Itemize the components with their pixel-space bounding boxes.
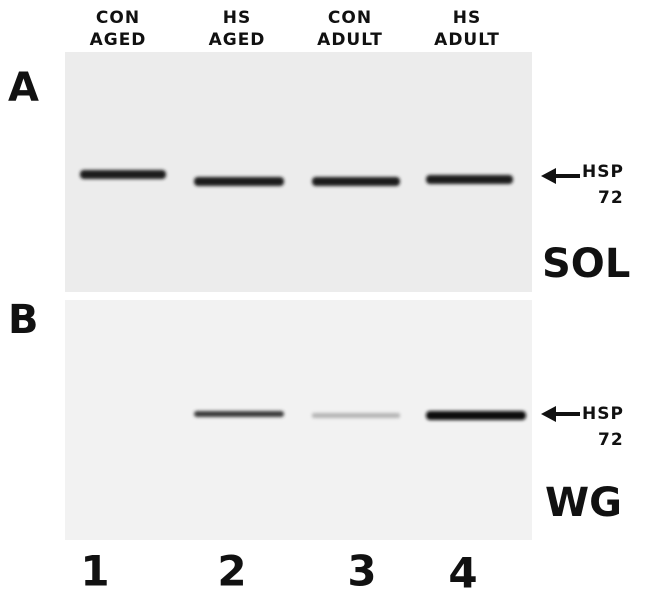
marker-name: HSP — [582, 162, 624, 182]
marker-name: HSP — [582, 404, 624, 424]
panel-label: B — [8, 297, 39, 343]
lane-header: CON — [96, 8, 140, 28]
band — [194, 177, 284, 186]
lane-header: HS — [223, 8, 251, 28]
figure: CON AGED HS AGED CON ADULT HS ADULT A HS… — [0, 0, 645, 596]
lane-header: AGED — [90, 30, 147, 50]
band — [194, 411, 284, 417]
marker-size: 72 — [598, 430, 624, 450]
band — [426, 411, 526, 420]
band — [312, 177, 400, 186]
lane-header: ADULT — [434, 30, 500, 50]
tissue-label: WG — [545, 480, 622, 526]
tissue-label: SOL — [542, 241, 630, 287]
band — [80, 170, 166, 179]
panel-label: A — [8, 65, 39, 111]
lane-number: 1 — [80, 547, 109, 596]
band — [426, 175, 513, 184]
lane-number: 3 — [347, 547, 376, 596]
lane-number: 2 — [217, 547, 246, 596]
marker-size: 72 — [598, 188, 624, 208]
lane-header: AGED — [209, 30, 266, 50]
band — [312, 413, 400, 418]
arrow — [541, 168, 580, 184]
arrow — [541, 406, 580, 422]
lane-header: ADULT — [317, 30, 383, 50]
lane-number: 4 — [448, 549, 477, 596]
lane-header: CON — [328, 8, 372, 28]
lane-header: HS — [453, 8, 481, 28]
